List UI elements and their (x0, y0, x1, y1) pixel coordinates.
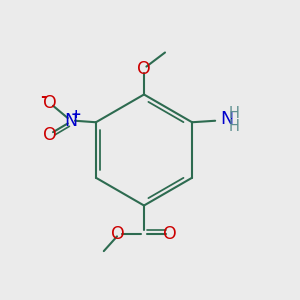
Text: O: O (43, 126, 57, 144)
Text: +: + (71, 108, 82, 121)
Text: H: H (229, 106, 240, 121)
Text: O: O (43, 94, 57, 112)
Text: -: - (40, 89, 46, 104)
Text: N: N (64, 112, 77, 130)
Text: O: O (111, 225, 125, 243)
Text: H: H (229, 118, 240, 134)
Text: O: O (163, 225, 177, 243)
Text: N: N (220, 110, 234, 128)
Text: O: O (137, 60, 151, 78)
